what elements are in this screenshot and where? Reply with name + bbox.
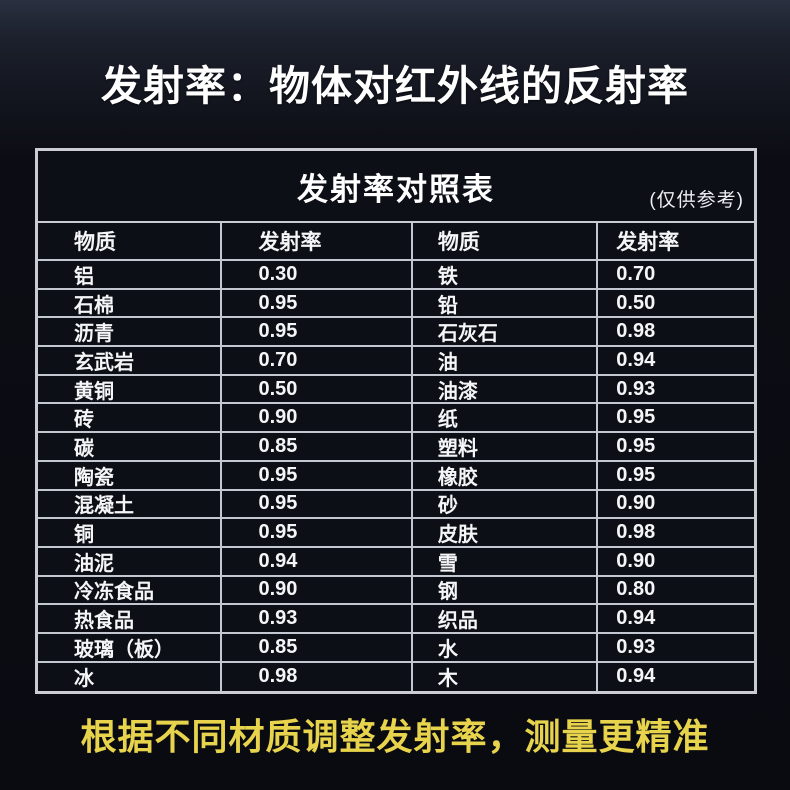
emissivity-cell: 0.90 bbox=[222, 404, 413, 434]
emissivity-cell: 0.90 bbox=[222, 576, 413, 606]
emissivity-cell: 0.50 bbox=[598, 290, 754, 319]
material-cell: 橡胶 bbox=[412, 461, 599, 491]
emissivity-cell: 0.95 bbox=[598, 433, 754, 462]
material-cell: 冰 bbox=[38, 662, 223, 692]
emissivity-cell: 0.98 bbox=[222, 662, 413, 692]
emissivity-cell: 0.70 bbox=[598, 261, 754, 290]
emissivity-cell: 0.93 bbox=[222, 605, 413, 634]
emissivity-cell: 0.80 bbox=[598, 577, 754, 606]
table-title: 发射率对照表 bbox=[297, 171, 495, 207]
material-cell: 玻璃（板） bbox=[38, 633, 223, 663]
material-cell: 塑料 bbox=[412, 433, 599, 462]
emissivity-cell: 0.98 bbox=[598, 318, 754, 348]
material-cell: 铜 bbox=[38, 519, 223, 548]
emissivity-cell: 0.50 bbox=[222, 375, 413, 405]
material-cell: 雪 bbox=[412, 547, 599, 577]
material-cell: 黄铜 bbox=[38, 375, 223, 405]
table-note: (仅供参考) bbox=[649, 190, 744, 211]
page-title: 发射率：物体对红外线的反射率 bbox=[101, 63, 689, 109]
emissivity-cell: 0.95 bbox=[598, 462, 754, 491]
material-cell: 陶瓷 bbox=[38, 461, 223, 491]
emissivity-cell: 0.95 bbox=[222, 461, 413, 491]
emissivity-cell: 0.93 bbox=[598, 376, 754, 405]
emissivity-cell: 0.93 bbox=[598, 634, 754, 663]
material-cell: 热食品 bbox=[38, 605, 223, 634]
emissivity-cell: 0.94 bbox=[598, 347, 754, 376]
emissivity-cell: 0.90 bbox=[598, 548, 754, 577]
material-cell: 铅 bbox=[412, 289, 599, 319]
material-cell: 皮肤 bbox=[412, 519, 599, 548]
material-cell: 碳 bbox=[38, 433, 223, 462]
material-cell: 石棉 bbox=[38, 289, 223, 319]
emissivity-cell: 0.70 bbox=[222, 347, 413, 376]
material-cell: 油漆 bbox=[412, 375, 599, 405]
footer-note: 根据不同材质调整发射率，测量更精准 bbox=[80, 716, 710, 757]
material-cell: 砂 bbox=[412, 490, 599, 520]
material-cell: 铝 bbox=[38, 261, 223, 290]
column-header-emissivity-left: 发射率 bbox=[222, 223, 413, 261]
material-cell: 油 bbox=[412, 347, 599, 376]
material-cell: 铁 bbox=[412, 261, 599, 290]
column-header-material-left: 物质 bbox=[38, 223, 223, 261]
table-title-row: 发射率对照表 (仅供参考) bbox=[38, 151, 754, 223]
material-cell: 纸 bbox=[412, 404, 599, 434]
material-cell: 混凝土 bbox=[38, 490, 223, 520]
column-header-material-right: 物质 bbox=[412, 223, 599, 261]
emissivity-cell: 0.90 bbox=[598, 491, 754, 520]
emissivity-cell: 0.95 bbox=[222, 318, 413, 348]
emissivity-cell: 0.94 bbox=[598, 605, 754, 634]
material-cell: 木 bbox=[413, 662, 599, 692]
material-cell: 水 bbox=[412, 633, 599, 663]
emissivity-cell: 0.95 bbox=[222, 519, 413, 548]
material-cell: 砖 bbox=[38, 404, 223, 434]
material-cell: 油泥 bbox=[38, 547, 223, 577]
emissivity-cell: 0.98 bbox=[598, 519, 754, 548]
material-cell: 石灰石 bbox=[412, 318, 599, 348]
material-cell: 沥青 bbox=[38, 318, 223, 348]
emissivity-cell: 0.94 bbox=[616, 665, 656, 688]
emissivity-cell: 0.85 bbox=[222, 633, 413, 663]
emissivity-cell: 0.94 bbox=[222, 547, 413, 577]
emissivity-table: 发射率对照表 (仅供参考) 物质 发射率 物质 发射率 铝 0.30 铁 0.70 石棉… bbox=[35, 148, 757, 695]
emissivity-table-grid: 物质 发射率 物质 发射率 铝 0.30 铁 0.70 石棉 0.95 铅 0.50 沥青 0.9… bbox=[38, 223, 754, 692]
material-cell: 钢 bbox=[412, 576, 599, 606]
column-header-emissivity-right: 发射率 bbox=[598, 223, 754, 261]
emissivity-cell: 0.95 bbox=[598, 404, 754, 434]
emissivity-cell: 0.85 bbox=[222, 433, 413, 462]
material-cell: 玄武岩 bbox=[38, 347, 223, 376]
material-cell: 冷冻食品 bbox=[38, 576, 223, 606]
material-cell: 织品 bbox=[412, 605, 599, 634]
emissivity-cell: 0.30 bbox=[222, 261, 413, 290]
emissivity-cell: 0.95 bbox=[222, 289, 413, 319]
emissivity-cell: 0.95 bbox=[222, 490, 413, 520]
